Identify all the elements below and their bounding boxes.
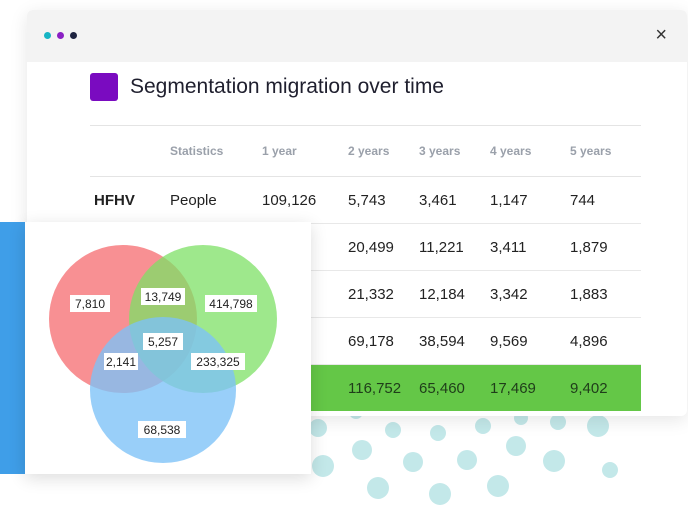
table-cell: 1,883	[570, 270, 641, 318]
table-cell: 3,342	[490, 270, 570, 318]
window-control-dot[interactable]	[57, 32, 64, 39]
column-header: Statistics	[170, 125, 262, 177]
window-control-dot[interactable]	[44, 32, 51, 39]
svg-text:2,141: 2,141	[106, 355, 136, 369]
table-cell: 3,461	[419, 176, 490, 224]
table-cell: 4,896	[570, 317, 641, 365]
venn-label-red-green: 13,749	[141, 288, 185, 305]
table-cell: 38,594	[419, 317, 490, 365]
table-cell: 116,752	[348, 364, 419, 411]
table-row: HFHV People 109,126 5,743 3,461 1,147 74…	[90, 176, 641, 224]
svg-text:414,798: 414,798	[209, 297, 253, 311]
column-header: 2 years	[348, 125, 419, 177]
svg-text:13,749: 13,749	[145, 290, 182, 304]
window-titlebar: ×	[27, 10, 687, 62]
column-header: 3 years	[419, 125, 490, 177]
table-cell: 9,402	[570, 364, 641, 411]
column-header	[90, 125, 170, 177]
venn-label-red-blue: 2,141	[104, 353, 138, 370]
column-header: 4 years	[490, 125, 570, 177]
table-header-row: Statistics 1 year 2 years 3 years 4 year…	[90, 125, 641, 177]
table-cell: 9,569	[490, 317, 570, 365]
table-cell: 65,460	[419, 364, 490, 411]
table-cell: 12,184	[419, 270, 490, 318]
table-cell: 69,178	[348, 317, 419, 365]
table-cell: 109,126	[262, 176, 348, 224]
table-cell: 1,879	[570, 223, 641, 271]
svg-text:233,325: 233,325	[196, 355, 240, 369]
venn-label-red-only: 7,810	[70, 295, 110, 312]
svg-text:68,538: 68,538	[144, 423, 181, 437]
venn-label-blue-only: 68,538	[138, 421, 186, 438]
title-accent-square	[90, 73, 118, 101]
venn-label-center: 5,257	[143, 333, 183, 350]
svg-text:5,257: 5,257	[148, 335, 178, 349]
close-icon[interactable]: ×	[655, 24, 667, 46]
table-cell: 11,221	[419, 223, 490, 271]
row-statistic: People	[170, 176, 262, 224]
row-name: HFHV	[90, 176, 170, 224]
table-cell: 1,147	[490, 176, 570, 224]
table-cell: 5,743	[348, 176, 419, 224]
table-cell: 21,332	[348, 270, 419, 318]
venn-label-green-blue: 233,325	[191, 353, 245, 370]
table-cell: 17,469	[490, 364, 570, 411]
venn-label-green-only: 414,798	[205, 295, 257, 312]
venn-diagram: 7,810 13,749 414,798 5,257 2,141 233,325…	[49, 245, 277, 463]
svg-text:7,810: 7,810	[75, 297, 105, 311]
table-cell: 744	[570, 176, 641, 224]
window-control-dot[interactable]	[70, 32, 77, 39]
table-cell: 3,411	[490, 223, 570, 271]
page-title-text: Segmentation migration over time	[130, 75, 444, 98]
venn-card-accent-bar	[0, 222, 25, 474]
column-header: 5 years	[570, 125, 641, 177]
table-cell: 20,499	[348, 223, 419, 271]
column-header: 1 year	[262, 125, 348, 177]
